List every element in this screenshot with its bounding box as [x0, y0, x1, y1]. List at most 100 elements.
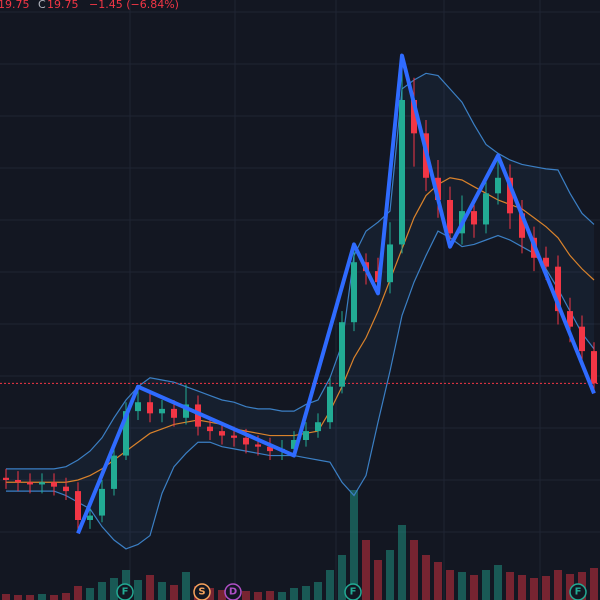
volume-bar [14, 595, 22, 600]
candle-body [63, 486, 69, 492]
volume-bar [470, 575, 478, 600]
volume-bar [518, 575, 526, 600]
candle-body [483, 193, 489, 225]
volume-bar [146, 575, 154, 600]
volume-bar [182, 572, 190, 600]
candle-body [99, 488, 105, 516]
candle-body [471, 211, 477, 225]
candle-body [543, 257, 549, 267]
candle-body [195, 404, 201, 427]
volume-bar [290, 588, 298, 600]
volume-bar [554, 570, 562, 600]
event-label: F [350, 587, 357, 598]
volume-bar [410, 540, 418, 600]
candle-body [3, 477, 9, 480]
volume-bar [566, 574, 574, 600]
header: 19.75 C 19.75 −1.45 (−6.84%) [0, 0, 179, 11]
volume-bar [110, 578, 118, 600]
volume-bar [374, 560, 382, 600]
volume-bar [326, 570, 334, 600]
candle-body [15, 480, 21, 483]
candle-body [327, 386, 333, 423]
volume-bar [254, 592, 262, 600]
high-value: 19.75 [0, 0, 30, 11]
candle-body [399, 100, 405, 245]
candle-body [183, 404, 189, 418]
candle-body [591, 351, 597, 384]
candle-body [39, 482, 45, 485]
event-label: S [198, 587, 205, 598]
event-circle [193, 583, 211, 600]
event-circle [569, 583, 587, 600]
volume-bar [314, 582, 322, 600]
volume-bar [494, 565, 502, 600]
volume-bar [266, 591, 274, 600]
volume-bar [398, 525, 406, 600]
volume-bar [74, 586, 82, 600]
candle-body [27, 482, 33, 485]
close-value: 19.75 [47, 0, 79, 11]
candle-body [555, 266, 561, 312]
event-marker: F [344, 583, 362, 600]
volume-bar [38, 594, 46, 600]
candle-body [111, 455, 117, 489]
event-marker: D [224, 583, 242, 600]
volume-bar [134, 580, 142, 600]
candle-body [207, 426, 213, 432]
candle-body [387, 244, 393, 283]
zigzag [76, 53, 596, 535]
candle-body [171, 408, 177, 418]
volume-bar [62, 593, 70, 600]
volume-bar [362, 540, 370, 600]
volume-bar [482, 570, 490, 600]
event-marker: F [116, 583, 134, 600]
band-fill [6, 73, 594, 549]
candle-body [135, 402, 141, 412]
event-marker: F [569, 583, 587, 600]
candle-body [231, 435, 237, 438]
candle-body [447, 200, 453, 234]
volume-bar [218, 590, 226, 600]
volume-bar [590, 568, 598, 600]
volume-bar [434, 562, 442, 600]
candle-body [243, 437, 249, 445]
candle-body [519, 213, 525, 238]
candle-body [75, 491, 81, 520]
volume-bar [338, 555, 346, 600]
candle-body [507, 177, 513, 214]
volume-bar [542, 576, 550, 600]
volume-bar [2, 594, 10, 600]
candle-body [123, 411, 129, 456]
volume-bar [170, 585, 178, 600]
event-label: D [229, 587, 237, 598]
candle-body [219, 431, 225, 436]
volume-bar [350, 490, 358, 600]
event-circle [224, 583, 242, 600]
volume-bar [278, 592, 286, 600]
event-label: F [122, 587, 129, 598]
candle-body [267, 446, 273, 452]
band-upper [6, 72, 595, 470]
event-label: F [575, 587, 582, 598]
volume-bar [26, 595, 34, 600]
candle-body [255, 444, 261, 447]
candle-body [87, 515, 93, 520]
close-label: C [38, 0, 46, 11]
volume-bar [98, 582, 106, 600]
event-marker: S [193, 583, 211, 600]
volume-bar [242, 591, 250, 600]
volume-bar [458, 572, 466, 600]
change: −1.45 (−6.84%) [89, 0, 179, 11]
volume-bar [86, 588, 94, 600]
volume-bar [386, 550, 394, 600]
candle-body [339, 322, 345, 387]
volume-bar [158, 582, 166, 600]
candle-body [291, 440, 297, 449]
volume-bar [302, 586, 310, 600]
volume-bar [50, 595, 58, 600]
candle-body [159, 408, 165, 414]
event-circle [116, 583, 134, 600]
